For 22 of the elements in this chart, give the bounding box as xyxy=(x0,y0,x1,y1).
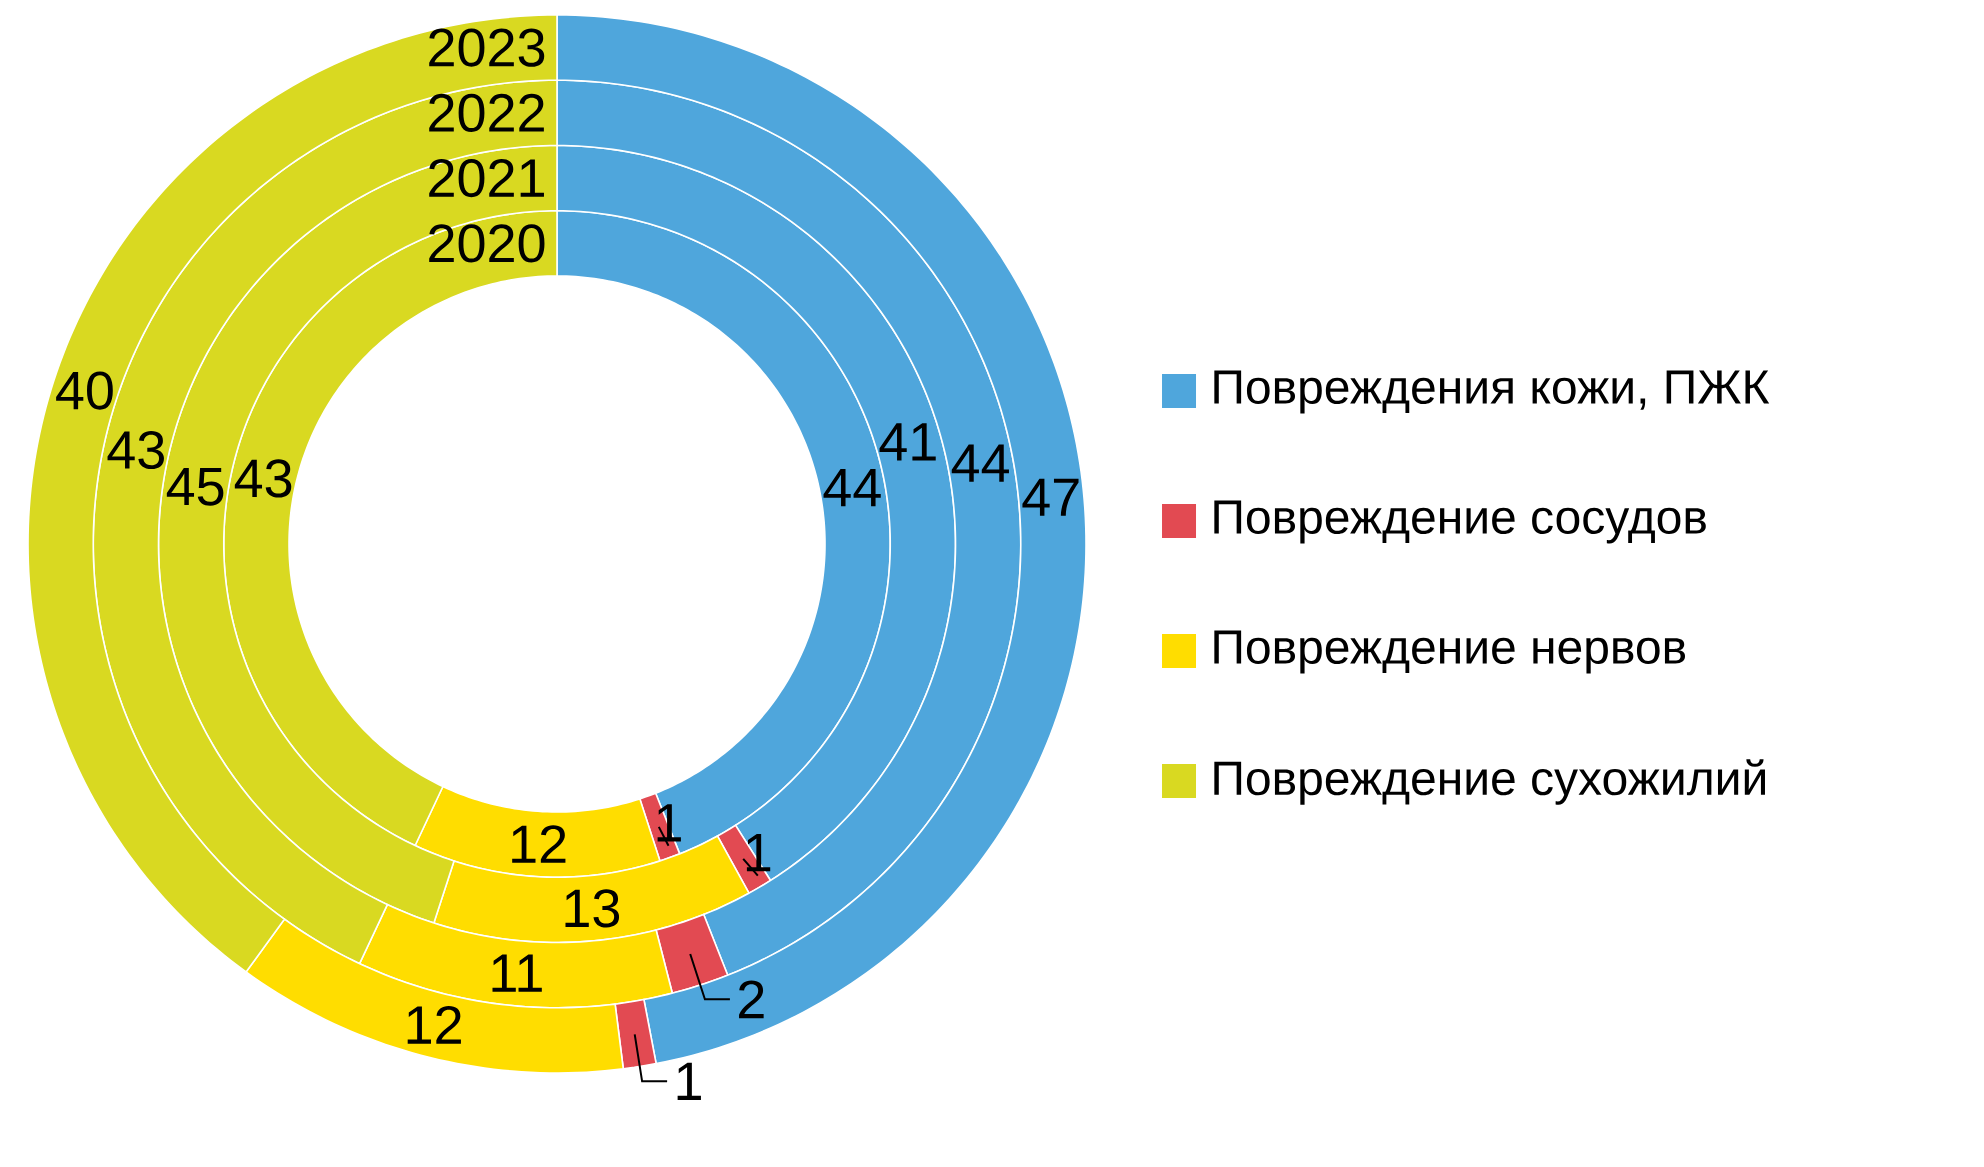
data-label: 2 xyxy=(739,980,764,1019)
slice-label: 2023 xyxy=(429,28,545,67)
data-label: 12 xyxy=(407,1005,461,1044)
data-label: 44 xyxy=(823,469,881,507)
slice-label: 2021 xyxy=(429,158,544,198)
data-label: 43 xyxy=(234,459,292,498)
legend-label: Повреждения кожи, ПЖК xyxy=(1214,370,1770,414)
slice-label: 2020 xyxy=(429,224,545,263)
data-label: 11 xyxy=(492,954,542,992)
slice-label: 2022 xyxy=(429,93,544,133)
data-label: 45 xyxy=(166,467,224,506)
legend-label: Повреждение сухожилий xyxy=(1214,759,1765,805)
data-label: 43 xyxy=(107,430,164,470)
data-label: 12 xyxy=(512,825,566,863)
data-label: 41 xyxy=(879,423,936,461)
data-label: 1 xyxy=(677,1062,701,1100)
data-label: 44 xyxy=(951,444,1009,482)
data-label: 40 xyxy=(56,371,113,410)
legend-label: Повреждение нервов xyxy=(1214,630,1686,674)
data-label: 47 xyxy=(1022,478,1079,516)
data-label: 13 xyxy=(565,889,620,928)
legend-label: Повреждение сосудов xyxy=(1214,500,1706,544)
